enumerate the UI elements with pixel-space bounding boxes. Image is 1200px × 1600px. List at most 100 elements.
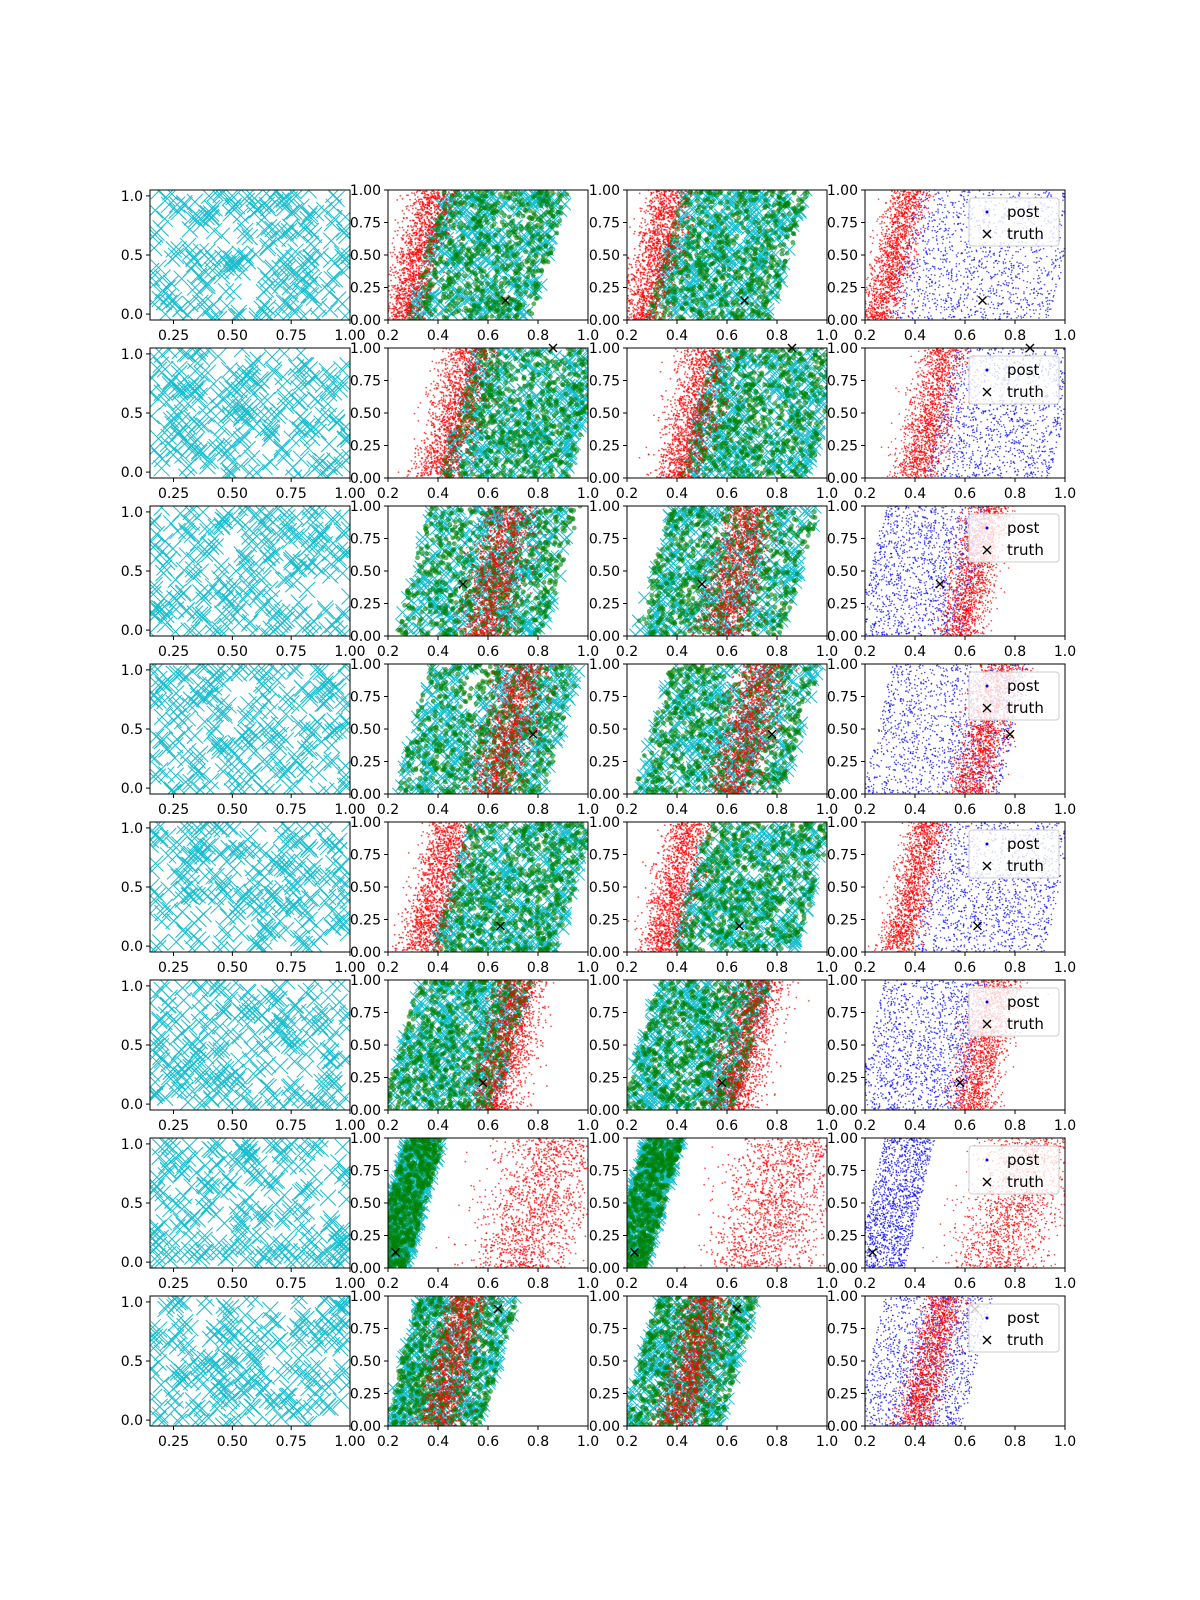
red-sample-point: [419, 242, 421, 244]
green-sample-point: [517, 284, 522, 289]
red-sample-point: [646, 305, 648, 307]
red-sample-point: [451, 194, 453, 196]
red-sample-point: [662, 235, 664, 237]
red-sample-point: [389, 308, 391, 310]
red-sample-point: [411, 283, 413, 285]
green-sample-point: [754, 189, 759, 194]
red-sample-point: [648, 229, 650, 231]
red-sample-point: [620, 294, 622, 296]
red-sample-point: [672, 194, 674, 196]
red-sample-point: [411, 256, 413, 258]
red-sample-point: [417, 228, 419, 230]
red-sample-point: [673, 206, 675, 208]
red-sample-point: [410, 205, 412, 207]
red-sample-point: [670, 193, 672, 195]
prior-sample-marker: [151, 183, 167, 199]
green-sample-point: [468, 315, 473, 320]
red-sample-point: [383, 290, 385, 292]
green-sample-point: [769, 228, 774, 233]
red-sample-point: [413, 251, 415, 253]
green-sample-point: [536, 245, 541, 250]
red-sample-point: [394, 271, 396, 273]
green-sample-point: [481, 252, 486, 257]
red-sample-point: [441, 243, 443, 245]
green-sample-point: [765, 214, 770, 219]
red-sample-point: [391, 269, 393, 271]
red-sample-point: [696, 192, 698, 194]
red-sample-point: [639, 298, 641, 300]
x-tick-label: 0.50: [217, 328, 248, 344]
green-sample-point: [769, 290, 774, 295]
green-sample-point: [480, 274, 485, 279]
red-sample-point: [407, 247, 409, 249]
prior-sample-marker: [168, 248, 184, 264]
red-sample-point: [421, 275, 423, 277]
green-sample-point: [725, 236, 730, 241]
red-sample-point: [630, 302, 632, 304]
red-sample-point: [397, 222, 399, 224]
green-sample-point: [775, 294, 780, 299]
red-sample-point: [668, 220, 670, 222]
red-sample-point: [395, 219, 397, 221]
green-sample-point: [701, 272, 706, 277]
red-sample-point: [649, 259, 651, 261]
red-sample-point: [413, 232, 415, 234]
red-sample-point: [417, 196, 419, 198]
red-sample-point: [404, 242, 406, 244]
red-sample-point: [416, 299, 418, 301]
red-sample-point: [647, 309, 649, 311]
green-sample-point: [774, 219, 779, 224]
red-sample-point: [654, 256, 656, 258]
red-sample-point: [429, 286, 431, 288]
red-sample-point: [681, 234, 683, 236]
red-sample-point: [690, 191, 692, 193]
red-sample-point: [416, 211, 418, 213]
green-sample-point: [550, 201, 555, 206]
red-sample-point: [407, 230, 409, 232]
red-sample-point: [668, 198, 670, 200]
green-sample-point: [745, 229, 750, 234]
green-sample-point: [735, 315, 740, 320]
red-sample-point: [658, 275, 660, 277]
red-sample-point: [420, 297, 422, 299]
red-sample-point: [670, 246, 672, 248]
green-sample-point: [735, 276, 740, 281]
red-sample-point: [682, 229, 684, 231]
green-sample-point: [524, 289, 529, 294]
red-sample-point: [674, 293, 676, 295]
red-sample-point: [674, 234, 676, 236]
red-sample-point: [640, 263, 642, 265]
red-sample-point: [652, 192, 654, 194]
red-sample-point: [668, 202, 670, 204]
y-tick-label: 0.00: [350, 313, 381, 329]
green-sample-point: [691, 217, 696, 222]
prior-sample-marker: [146, 240, 162, 256]
red-sample-point: [417, 260, 419, 262]
green-sample-point: [693, 228, 698, 233]
green-sample-point: [456, 252, 461, 257]
red-sample-point: [641, 272, 643, 274]
red-sample-point: [428, 205, 430, 207]
prior-sample-marker: [226, 284, 242, 300]
red-sample-point: [407, 226, 409, 228]
red-sample-point: [457, 198, 459, 200]
red-sample-point: [624, 304, 626, 306]
green-sample-point: [774, 269, 779, 274]
red-sample-point: [644, 221, 646, 223]
red-sample-point: [631, 267, 633, 269]
green-sample-point: [476, 220, 481, 225]
green-sample-point: [527, 309, 532, 314]
red-sample-point: [690, 195, 692, 197]
red-sample-point: [402, 297, 404, 299]
red-sample-point: [420, 309, 422, 311]
green-sample-point: [483, 234, 488, 239]
red-sample-point: [412, 246, 414, 248]
red-sample-point: [448, 191, 450, 193]
green-sample-point: [720, 310, 725, 315]
red-sample-point: [642, 300, 644, 302]
red-sample-point: [444, 201, 446, 203]
red-sample-point: [418, 269, 420, 271]
green-sample-point: [764, 299, 769, 304]
red-sample-point: [409, 254, 411, 256]
red-sample-point: [641, 208, 643, 210]
